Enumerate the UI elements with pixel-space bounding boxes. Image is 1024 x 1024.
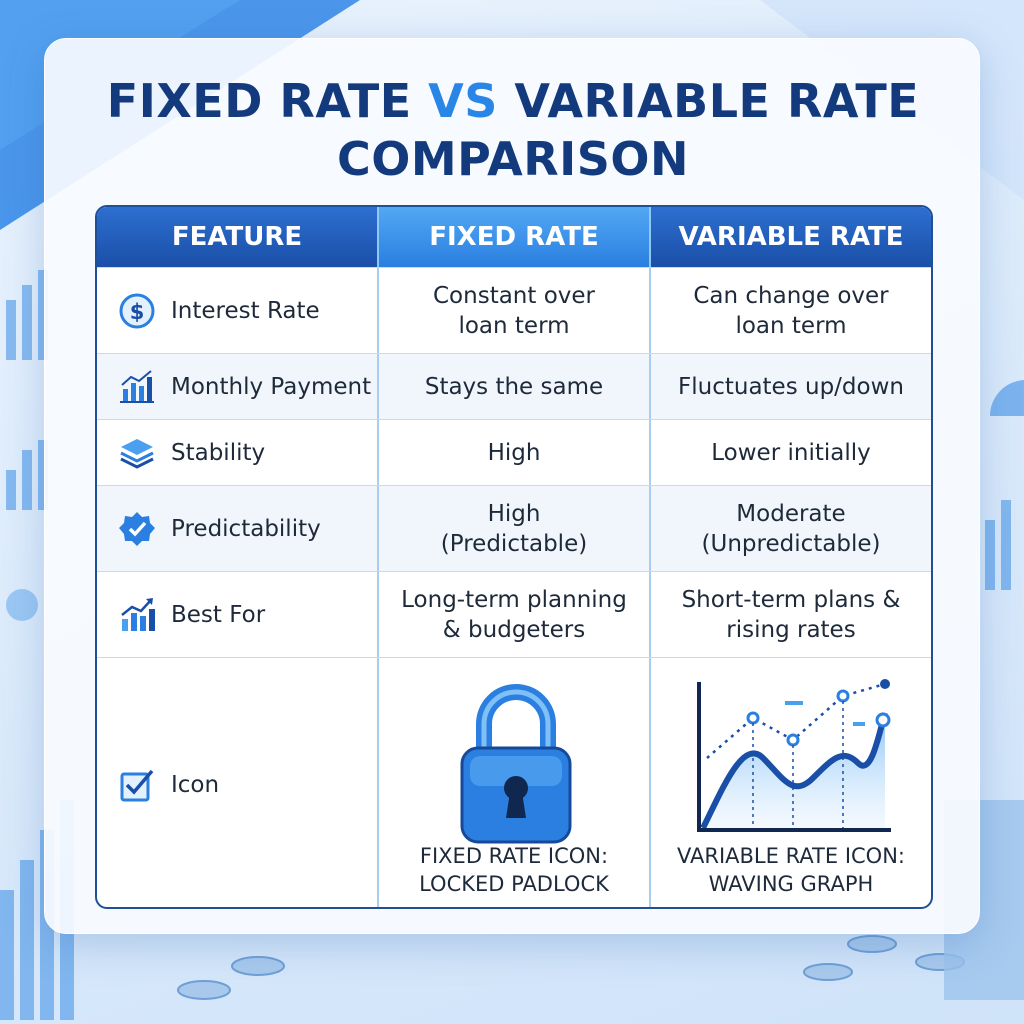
- table-row: Best For Long-term planning & budgeters …: [97, 571, 931, 657]
- comparison-table: FEATURE FIXED RATE VARIABLE RATE $ Inter…: [95, 205, 933, 909]
- dollar-circle-icon: $: [119, 293, 155, 328]
- table-row: Predictability High (Predictable) Modera…: [97, 485, 931, 571]
- fixed-rate-icon-caption: FIXED RATE ICON: LOCKED PADLOCK: [419, 844, 609, 896]
- variable-value: Short-term plans & rising rates: [681, 586, 901, 643]
- waving-graph-icon: [697, 679, 891, 832]
- fixed-value: Long-term planning & budgeters: [401, 586, 627, 643]
- feature-label: Predictability: [171, 515, 321, 542]
- feature-label: Icon: [171, 771, 220, 798]
- variable-rate-icon-caption: VARIABLE RATE ICON: WAVING GRAPH: [676, 844, 905, 896]
- feature-label: Stability: [171, 439, 266, 466]
- fixed-value: High: [487, 439, 541, 466]
- table-row: Monthly Payment Stays the same Fluctuate…: [97, 353, 931, 419]
- variable-value: Moderate (Unpredictable): [701, 500, 881, 557]
- svg-text:$: $: [130, 300, 145, 324]
- header-feature: FEATURE: [97, 207, 377, 267]
- table-header: FEATURE FIXED RATE VARIABLE RATE: [97, 207, 931, 267]
- feature-label: Monthly Payment: [171, 373, 372, 400]
- vs-accent: VS: [428, 74, 498, 128]
- verified-badge-icon: [119, 511, 155, 546]
- fixed-value: Stays the same: [424, 373, 604, 400]
- feature-label: Interest Rate: [171, 297, 320, 324]
- locked-padlock-icon: [460, 684, 572, 844]
- variable-value: Fluctuates up/down: [678, 373, 904, 400]
- variable-value: Can change over loan term: [693, 282, 889, 339]
- table-row: Stability High Lower initially: [97, 419, 931, 485]
- header-variable-rate: VARIABLE RATE: [651, 207, 931, 267]
- table-row: $ Interest Rate Constant over loan term …: [97, 267, 931, 353]
- fixed-value: Constant over loan term: [433, 282, 595, 339]
- feature-label: Best For: [171, 601, 266, 628]
- growth-chart-icon: [121, 597, 155, 631]
- fixed-value: High (Predictable): [440, 500, 588, 557]
- layers-icon: [120, 438, 154, 469]
- page-title-line1: FIXED RATE VS VARIABLE RATE: [106, 74, 920, 128]
- variable-value: Lower initially: [711, 439, 871, 466]
- bar-chart-icon: [120, 369, 154, 403]
- header-fixed-rate: FIXED RATE: [377, 207, 651, 267]
- page-title-line2: COMPARISON: [337, 132, 689, 186]
- table-row: Icon FIXED RATE ICON: LOCKED PADLOCK: [97, 657, 931, 907]
- comparison-card: FIXED RATE VS VARIABLE RATE COMPARISON F…: [44, 38, 980, 934]
- checkbox-icon: [120, 769, 154, 801]
